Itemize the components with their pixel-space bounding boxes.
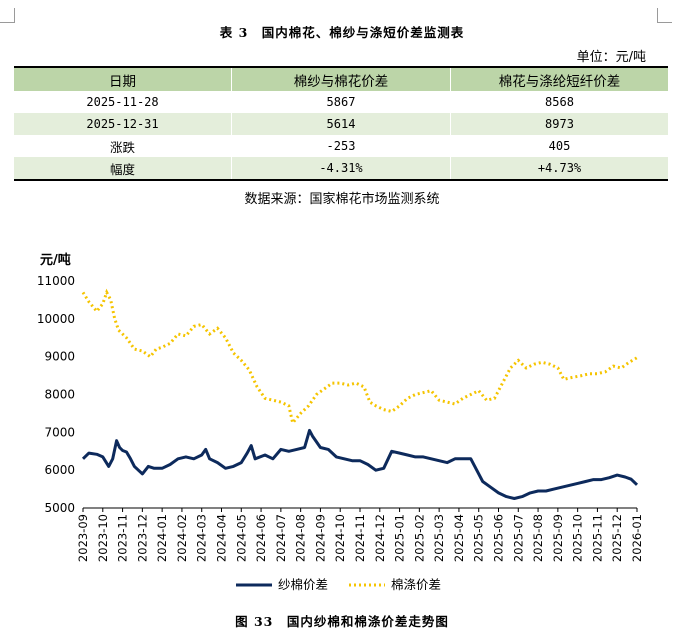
cell-cotton-polyester: 8568: [450, 91, 668, 113]
table-row: 涨跌 -253 405: [14, 135, 668, 157]
y-tick-label: 7000: [44, 425, 75, 439]
x-tick-label: 2024-12: [373, 514, 387, 562]
x-tick-label: 2025-04: [452, 514, 466, 562]
cell-date: 幅度: [14, 157, 232, 181]
x-axis: 2023-09 2023-10 2023-11 2023-12 2024-01 2024-…: [76, 508, 644, 562]
x-tick-label: 2024-01: [155, 514, 169, 562]
x-tick-label: 2023-10: [96, 514, 110, 562]
y-tick-label: 10000: [37, 312, 75, 326]
y-axis: 5000 6000 7000 8000 9000 10000 11000: [37, 274, 75, 515]
x-tick-label: 2026-01: [630, 514, 644, 562]
x-tick-label: 2025-10: [571, 514, 585, 562]
y-tick-label: 6000: [44, 463, 75, 477]
table-title: 表 3 国内棉花、棉纱与涤短价差监测表: [219, 25, 465, 40]
x-tick-label: 2025-11: [590, 514, 604, 562]
table-header-row: 日期 棉纱与棉花价差 棉花与涤纶短纤价差: [14, 66, 668, 91]
x-tick-label: 2025-07: [511, 514, 525, 562]
x-tick-label: 2024-10: [333, 514, 347, 562]
cell-cotton-polyester: 405: [450, 135, 668, 157]
x-tick-label: 2023-09: [76, 514, 90, 562]
x-tick-label: 2025-05: [472, 514, 486, 562]
x-tick-label: 2024-09: [313, 514, 327, 562]
y-tick-label: 9000: [44, 350, 75, 364]
y-tick-label: 8000: [44, 388, 75, 402]
series-line-yarn-cotton: [81, 428, 639, 500]
page-corner-mark-right: [657, 8, 672, 23]
series-line-cotton-polyester: [81, 288, 638, 427]
cell-cotton-polyester: 8973: [450, 113, 668, 135]
chart-legend: 纱棉价差 棉涤价差: [236, 577, 441, 592]
legend-label-yarn-cotton: 纱棉价差: [278, 577, 328, 592]
header-yarn-cotton: 棉纱与棉花价差: [231, 66, 451, 91]
x-tick-label: 2025-09: [551, 514, 565, 562]
header-cotton-polyester: 棉花与涤纶短纤价差: [450, 66, 668, 91]
x-tick-label: 2025-08: [531, 514, 545, 562]
x-tick-label: 2023-12: [135, 514, 149, 562]
x-tick-label: 2024-05: [234, 514, 248, 562]
x-tick-label: 2024-07: [274, 514, 288, 562]
cell-date: 涨跌: [109, 139, 135, 155]
cell-yarn-cotton: -253: [231, 135, 451, 157]
table-unit: 单位：元/吨: [576, 50, 646, 65]
cell-date: 2025-12-31: [14, 113, 232, 135]
cell-yarn-cotton: 5867: [231, 91, 451, 113]
y-tick-label: 5000: [44, 501, 75, 515]
x-tick-label: 2025-06: [492, 514, 506, 562]
data-source: 数据来源：国家棉花市场监测系统: [244, 192, 440, 207]
page-corner-mark-left: [0, 8, 15, 23]
x-tick-label: 2023-11: [116, 514, 130, 562]
y-axis-label: 元/吨: [40, 252, 71, 268]
legend-label-cotton-polyester: 棉涤价差: [391, 577, 441, 592]
x-tick-label: 2025-03: [432, 514, 446, 562]
price-spread-table: 日期 棉纱与棉花价差 棉花与涤纶短纤价差 2025-11-28 5867 856…: [14, 66, 668, 181]
cell-yarn-cotton: 5614: [231, 113, 451, 135]
y-tick-label: 11000: [37, 274, 75, 288]
x-tick-label: 2025-01: [393, 514, 407, 562]
x-tick-label: 2024-02: [175, 514, 189, 562]
figure-title: 图 33 国内纱棉和棉涤价差走势图: [235, 614, 449, 629]
x-tick-label: 2024-04: [215, 514, 229, 562]
cell-date: 2025-11-28: [86, 95, 159, 109]
cell-cotton-polyester: +4.73%: [450, 157, 668, 181]
x-tick-label: 2024-11: [353, 514, 367, 562]
x-tick-label: 2025-12: [610, 514, 624, 562]
table-row: 幅度 -4.31% +4.73%: [14, 157, 668, 181]
x-tick-label: 2025-02: [412, 514, 426, 562]
header-date: 日期: [14, 66, 232, 91]
table-row: 2025-11-28 5867 8568: [14, 91, 668, 113]
table-row: 2025-12-31 5614 8973: [14, 113, 668, 135]
x-tick-label: 2024-08: [294, 514, 308, 562]
cell-yarn-cotton: -4.31%: [231, 157, 451, 181]
x-tick-label: 2024-06: [254, 514, 268, 562]
price-spread-chart: 元/吨 5000 6000 7000 8000 9000 10000 11000 2023-…: [37, 252, 644, 592]
x-tick-label: 2024-03: [195, 514, 209, 562]
